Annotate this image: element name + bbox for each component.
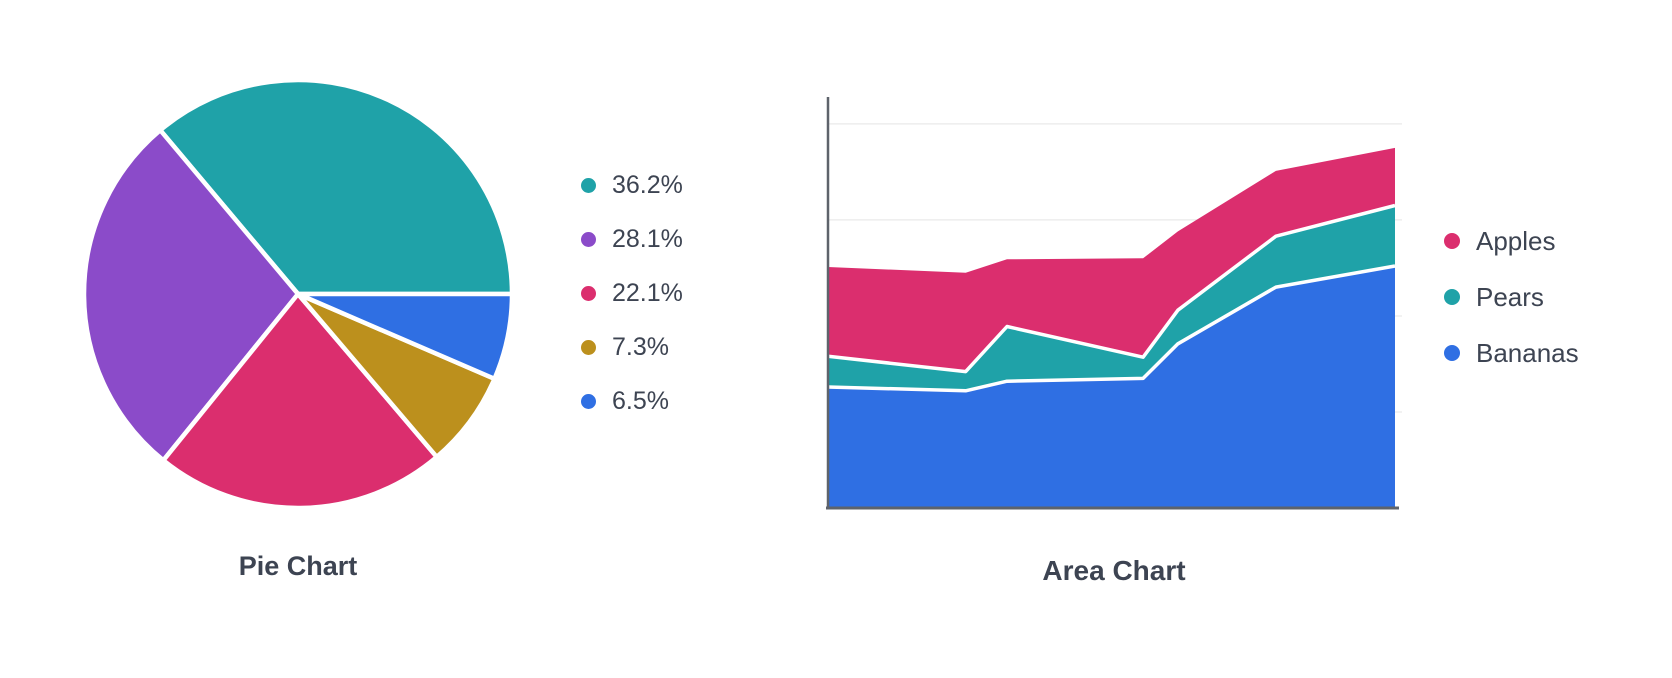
legend-dot-icon: [581, 393, 596, 409]
pie-chart-section: 36.2% 28.1% 22.1% 7.3% 6.5% Pie Chart: [0, 0, 760, 678]
pie-legend-label: 6.5%: [612, 386, 669, 415]
legend-dot-icon: [581, 339, 596, 355]
area-legend-label: Apples: [1476, 226, 1556, 256]
legend-dot-icon: [1444, 289, 1460, 305]
area-band-apples: [828, 147, 1395, 372]
area-band-bananas: [828, 266, 1395, 508]
area-legend-label: Bananas: [1476, 338, 1579, 368]
legend-dot-icon: [581, 231, 596, 247]
area-band-pears: [828, 205, 1395, 391]
pie-legend-item-0[interactable]: 36.2%: [581, 158, 683, 212]
pie-slice-1: [81, 127, 301, 464]
pie-slice-4: [297, 291, 515, 382]
pie-legend-item-3[interactable]: 7.3%: [581, 320, 683, 374]
pie-chart-title: Pie Chart: [238, 551, 358, 581]
pie-legend-label: 28.1%: [612, 224, 683, 253]
pie-legend-item-4[interactable]: 6.5%: [581, 374, 683, 428]
pie-legend: 36.2% 28.1% 22.1% 7.3% 6.5%: [581, 158, 683, 428]
pie-legend-item-1[interactable]: 28.1%: [581, 212, 683, 266]
pie-legend-label: 22.1%: [612, 278, 683, 307]
pie-legend-label: 7.3%: [612, 332, 669, 361]
area-legend-item-0[interactable]: Apples: [1444, 213, 1579, 269]
pie-legend-label: 36.2%: [612, 170, 683, 199]
band-separator: [827, 264, 1396, 393]
pie-legend-item-2[interactable]: 22.1%: [581, 266, 683, 320]
area-chart-svg: [826, 97, 1402, 510]
legend-dot-icon: [581, 285, 596, 301]
area-legend: Apples Pears Bananas: [1444, 213, 1579, 381]
area-legend-item-2[interactable]: Bananas: [1444, 325, 1579, 381]
area-chart-title: Area Chart: [1042, 555, 1186, 586]
legend-dot-icon: [1444, 233, 1460, 249]
legend-dot-icon: [581, 177, 596, 193]
pie-chart-svg: [81, 77, 515, 511]
pie-slice-2: [160, 290, 440, 511]
area-legend-label: Pears: [1476, 282, 1544, 312]
area-chart-section: Apples Pears Bananas Area Chart: [760, 0, 1672, 678]
pie-slice-0: [157, 77, 515, 297]
legend-dot-icon: [1444, 345, 1460, 361]
area-legend-item-1[interactable]: Pears: [1444, 269, 1579, 325]
band-separator: [827, 203, 1396, 374]
